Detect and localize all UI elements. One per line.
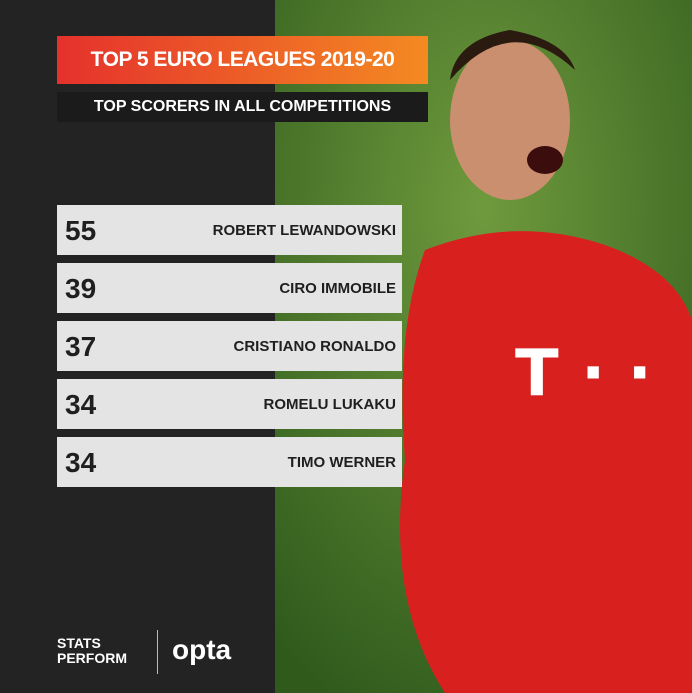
goals: 34 bbox=[65, 447, 97, 478]
subtitle: TOP SCORERS IN ALL COMPETITIONS bbox=[57, 92, 428, 122]
scorer-row: 34 TIMO WERNER bbox=[57, 437, 402, 487]
goals: 37 bbox=[65, 331, 97, 362]
divider bbox=[157, 630, 158, 674]
player-name: CIRO IMMOBILE bbox=[279, 280, 396, 297]
scorer-row: 34 ROMELU LUKAKU bbox=[57, 379, 402, 429]
brand-bottom: PERFORM bbox=[57, 650, 127, 666]
player-name: ROBERT LEWANDOWSKI bbox=[212, 222, 396, 239]
player-name: TIMO WERNER bbox=[287, 454, 396, 471]
title: TOP 5 EURO LEAGUES 2019-20 bbox=[57, 36, 428, 84]
svg-text:T · ·: T · · bbox=[515, 337, 652, 411]
brand-top: STATS bbox=[57, 635, 101, 651]
brand-logo: STATS PERFORM bbox=[57, 636, 127, 666]
player-name: CRISTIANO RONALDO bbox=[233, 338, 397, 355]
scorer-row: 37 CRISTIANO RONALDO bbox=[57, 321, 402, 371]
scorer-row: 39 CIRO IMMOBILE bbox=[57, 263, 402, 313]
scorer-row: 55 ROBERT LEWANDOWSKI bbox=[57, 205, 402, 255]
player-photo: T · · bbox=[275, 0, 692, 693]
goals: 55 bbox=[65, 215, 97, 246]
player-name: ROMELU LUKAKU bbox=[263, 396, 397, 413]
goals: 34 bbox=[65, 389, 97, 420]
goals: 39 bbox=[65, 273, 97, 304]
partner-logo: opta bbox=[172, 634, 232, 665]
